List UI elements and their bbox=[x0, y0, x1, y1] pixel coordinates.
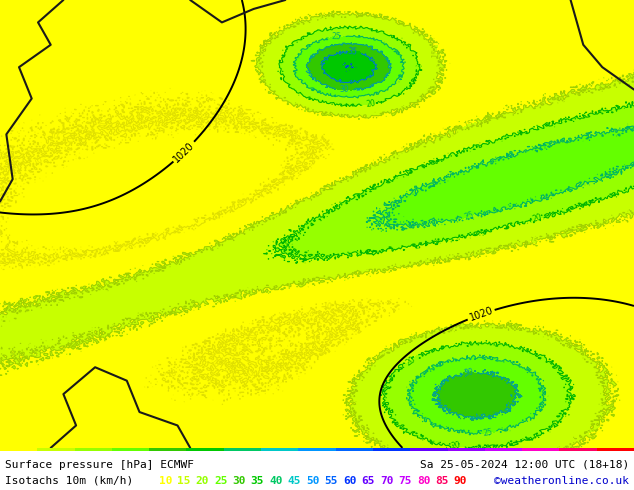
Text: 15: 15 bbox=[527, 236, 539, 247]
FancyBboxPatch shape bbox=[410, 448, 448, 451]
Text: 90: 90 bbox=[454, 476, 467, 486]
Text: 35: 35 bbox=[347, 47, 358, 57]
FancyBboxPatch shape bbox=[112, 448, 149, 451]
Text: 10: 10 bbox=[311, 334, 322, 345]
FancyBboxPatch shape bbox=[186, 448, 224, 451]
FancyBboxPatch shape bbox=[75, 448, 112, 451]
Text: 15: 15 bbox=[431, 48, 441, 58]
Text: 85: 85 bbox=[436, 476, 449, 486]
Text: 25: 25 bbox=[332, 32, 341, 42]
FancyBboxPatch shape bbox=[261, 448, 299, 451]
Text: 75: 75 bbox=[399, 476, 412, 486]
FancyBboxPatch shape bbox=[373, 448, 410, 451]
Text: 10: 10 bbox=[247, 328, 259, 340]
Text: 60: 60 bbox=[343, 476, 356, 486]
Text: 25: 25 bbox=[482, 428, 493, 438]
Text: 45: 45 bbox=[288, 476, 301, 486]
FancyBboxPatch shape bbox=[485, 448, 522, 451]
Text: 40: 40 bbox=[269, 476, 283, 486]
FancyBboxPatch shape bbox=[37, 448, 75, 451]
Text: 10: 10 bbox=[32, 155, 44, 167]
Text: 10: 10 bbox=[207, 357, 221, 370]
FancyBboxPatch shape bbox=[559, 448, 597, 451]
Text: 15: 15 bbox=[463, 119, 475, 131]
Text: 80: 80 bbox=[417, 476, 430, 486]
Text: 20: 20 bbox=[451, 441, 462, 451]
Text: 20: 20 bbox=[195, 476, 209, 486]
Text: 65: 65 bbox=[361, 476, 375, 486]
Text: 55: 55 bbox=[325, 476, 338, 486]
FancyBboxPatch shape bbox=[149, 448, 186, 451]
Text: 25: 25 bbox=[214, 476, 228, 486]
Text: 10: 10 bbox=[303, 307, 316, 319]
Text: Isotachs 10m (km/h): Isotachs 10m (km/h) bbox=[5, 476, 133, 486]
Text: 10: 10 bbox=[322, 302, 332, 311]
Text: 20: 20 bbox=[404, 354, 417, 367]
Text: 70: 70 bbox=[380, 476, 394, 486]
Text: 20: 20 bbox=[365, 99, 376, 109]
Text: 15: 15 bbox=[586, 426, 599, 439]
Text: 35: 35 bbox=[251, 476, 264, 486]
Text: 30: 30 bbox=[232, 476, 246, 486]
Text: 30: 30 bbox=[339, 85, 349, 95]
FancyBboxPatch shape bbox=[335, 448, 373, 451]
Text: 1020: 1020 bbox=[172, 140, 197, 164]
Text: 10: 10 bbox=[243, 368, 256, 380]
FancyBboxPatch shape bbox=[448, 448, 485, 451]
FancyBboxPatch shape bbox=[224, 448, 261, 451]
Text: 10: 10 bbox=[48, 130, 60, 142]
Text: 15: 15 bbox=[28, 349, 39, 359]
FancyBboxPatch shape bbox=[299, 448, 335, 451]
Text: 30: 30 bbox=[463, 368, 474, 378]
Text: Sa 25-05-2024 12:00 UTC (18+18): Sa 25-05-2024 12:00 UTC (18+18) bbox=[420, 460, 629, 469]
Text: 20: 20 bbox=[531, 213, 543, 224]
Text: 1020: 1020 bbox=[468, 306, 495, 323]
Text: ©weatheronline.co.uk: ©weatheronline.co.uk bbox=[494, 476, 629, 486]
Text: 10: 10 bbox=[158, 476, 172, 486]
Text: 15: 15 bbox=[177, 476, 190, 486]
Text: Surface pressure [hPa] ECMWF: Surface pressure [hPa] ECMWF bbox=[5, 460, 194, 469]
Text: 25: 25 bbox=[463, 211, 475, 222]
Text: 50: 50 bbox=[306, 476, 320, 486]
Text: 10: 10 bbox=[99, 117, 109, 128]
FancyBboxPatch shape bbox=[597, 448, 634, 451]
FancyBboxPatch shape bbox=[0, 448, 37, 451]
Text: 10: 10 bbox=[166, 369, 177, 379]
FancyBboxPatch shape bbox=[522, 448, 559, 451]
